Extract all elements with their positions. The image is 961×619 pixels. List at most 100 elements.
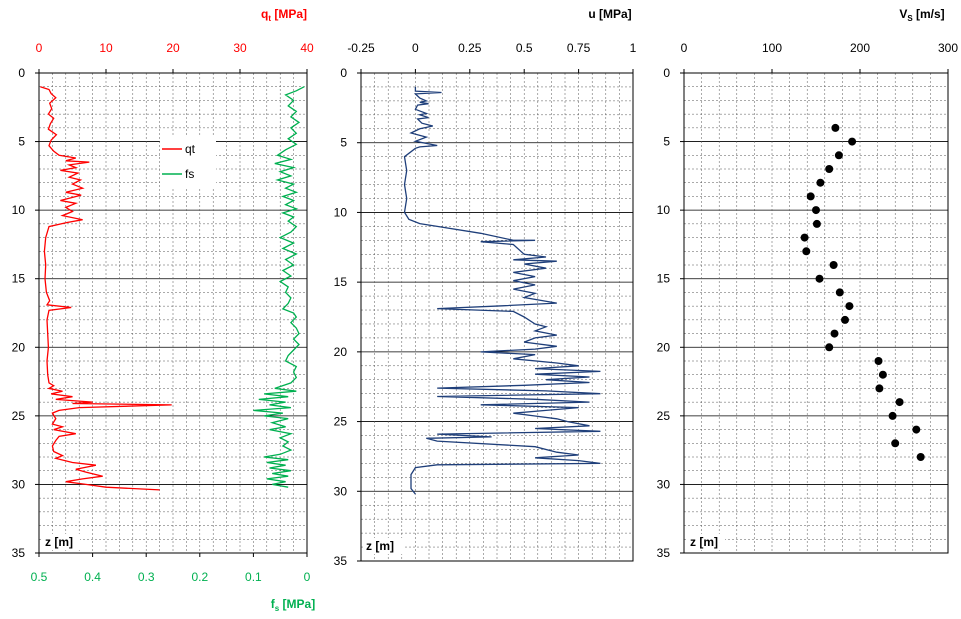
y-tick-label: 25 xyxy=(657,409,671,423)
panel1-bottom-ticks: 0.5 0.4 0.3 0.2 0.1 0 xyxy=(31,553,311,584)
y-tick-label: 10 xyxy=(334,205,348,219)
vs-point xyxy=(874,357,883,365)
x-bottom-tick-label: 0.3 xyxy=(138,570,155,584)
x-tick-label: 0 xyxy=(412,41,419,55)
y-tick-label: 20 xyxy=(12,340,26,354)
y-tick-label: 5 xyxy=(18,135,25,149)
y-tick-label: 25 xyxy=(334,415,348,429)
x-top-tick-label: 30 xyxy=(233,41,247,55)
vs-point xyxy=(802,247,811,256)
y-tick-label: 15 xyxy=(657,272,671,286)
x-bottom-tick-label: 0.2 xyxy=(191,570,208,584)
y-tick-label: 35 xyxy=(657,546,671,560)
y-tick-label: 5 xyxy=(663,135,670,149)
panel-qt-fs: qt [MPa] 0 10 20 30 40 0.5 0.4 0.3 0.2 0.1 0 fs [… xyxy=(12,7,316,613)
panel-vs: VS [m/s] 0 100 200 300 0 5 10 15 20 25 30 35 z [m] xyxy=(657,7,959,560)
vs-point xyxy=(829,261,838,269)
vs-point xyxy=(830,329,839,338)
y-tick-label: 10 xyxy=(12,203,26,217)
vs-point xyxy=(895,398,904,407)
x-top-tick-label: 0 xyxy=(36,41,43,55)
vs-point xyxy=(812,206,820,215)
y-tick-label: 35 xyxy=(12,546,26,560)
panel3-series xyxy=(800,123,925,461)
x-top-tick-label: 10 xyxy=(99,41,113,55)
series-line-qt xyxy=(40,86,172,491)
panel1-top-ticks: 0 10 20 30 40 xyxy=(36,41,314,73)
panel2-series xyxy=(403,86,601,495)
y-tick-label: 25 xyxy=(12,409,26,423)
x-top-tick-label: 20 xyxy=(166,41,180,55)
vs-point xyxy=(800,233,809,242)
vs-point xyxy=(815,274,824,283)
vs-point xyxy=(831,123,840,132)
panel1-y-axis-label: z [m] xyxy=(45,535,73,549)
panel3-grid xyxy=(683,72,949,554)
panel2-grid xyxy=(360,72,634,562)
x-tick-label: 0.25 xyxy=(458,41,482,55)
y-tick-label: 35 xyxy=(334,554,348,568)
vs-point xyxy=(841,315,849,324)
x-tick-label: -0.25 xyxy=(347,41,375,55)
vs-point xyxy=(834,151,843,160)
y-tick-label: 20 xyxy=(657,340,671,354)
x-tick-label: 0.5 xyxy=(516,41,533,55)
panel3-x-axis-label: VS [m/s] xyxy=(899,7,944,23)
y-tick-label: 10 xyxy=(657,203,671,217)
panel2-x-axis-label: u [MPa] xyxy=(588,7,631,21)
legend-fs-label: fs xyxy=(185,167,194,181)
x-bottom-tick-label: 0.5 xyxy=(31,570,48,584)
y-tick-label: 20 xyxy=(334,345,348,359)
panel1-series xyxy=(40,86,305,491)
x-bottom-tick-label: 0 xyxy=(304,570,311,584)
y-tick-label: 15 xyxy=(334,275,348,289)
x-bottom-tick-label: 0.1 xyxy=(245,570,262,584)
vs-point xyxy=(912,425,921,434)
y-tick-label: 0 xyxy=(18,66,25,80)
series-line-u xyxy=(403,86,601,495)
series-line-fs xyxy=(253,86,305,488)
panel3-y-ticks: 0 5 10 15 20 25 30 35 xyxy=(657,66,684,560)
panel1-bottom-axis-label: fs [MPa] xyxy=(271,597,315,613)
legend-qt-label: qt xyxy=(185,142,196,156)
y-tick-label: 0 xyxy=(663,66,670,80)
panel2-frame xyxy=(360,72,634,562)
vs-point xyxy=(812,219,821,228)
panel3-x-ticks: 0 100 200 300 xyxy=(681,41,958,73)
vs-point xyxy=(835,288,844,297)
vs-point xyxy=(916,453,925,461)
panel1-legend: qt fs xyxy=(160,137,216,187)
vs-point xyxy=(878,370,887,379)
vs-point xyxy=(891,439,900,448)
y-tick-label: 5 xyxy=(340,136,347,150)
panel2-y-axis-label: z [m] xyxy=(366,539,394,553)
x-tick-label: 0 xyxy=(681,41,688,55)
x-tick-label: 200 xyxy=(850,41,870,55)
panel2-x-ticks: -0.25 0 0.25 0.5 0.75 1 xyxy=(347,41,637,73)
y-tick-label: 0 xyxy=(340,66,347,80)
vs-point xyxy=(848,137,857,146)
vs-point xyxy=(888,411,897,420)
panel1-y-ticks: 0 5 10 15 20 25 30 35 xyxy=(12,66,39,560)
panel1-top-axis-label: qt [MPa] xyxy=(261,7,307,23)
x-top-tick-label: 40 xyxy=(300,41,314,55)
vs-point xyxy=(825,165,834,173)
y-tick-label: 30 xyxy=(334,484,348,498)
panel3-y-axis-label: z [m] xyxy=(690,535,718,549)
panel2-y-ticks: 0 5 10 15 20 25 30 35 xyxy=(334,66,361,568)
vs-point xyxy=(825,343,834,352)
vs-point xyxy=(845,302,854,311)
x-bottom-tick-label: 0.4 xyxy=(84,570,101,584)
panel3-frame xyxy=(683,72,949,554)
panel-u: u [MPa] -0.25 0 0.25 0.5 0.75 1 0510152025303… xyxy=(334,7,637,568)
x-tick-label: 0.75 xyxy=(567,41,591,55)
vs-point xyxy=(816,178,825,187)
x-tick-label: 1 xyxy=(630,41,637,55)
y-tick-label: 30 xyxy=(12,477,26,491)
vs-point xyxy=(875,384,884,393)
y-tick-label: 30 xyxy=(657,477,671,491)
y-tick-label: 15 xyxy=(12,272,26,286)
x-tick-label: 100 xyxy=(762,41,782,55)
x-tick-label: 300 xyxy=(938,41,958,55)
